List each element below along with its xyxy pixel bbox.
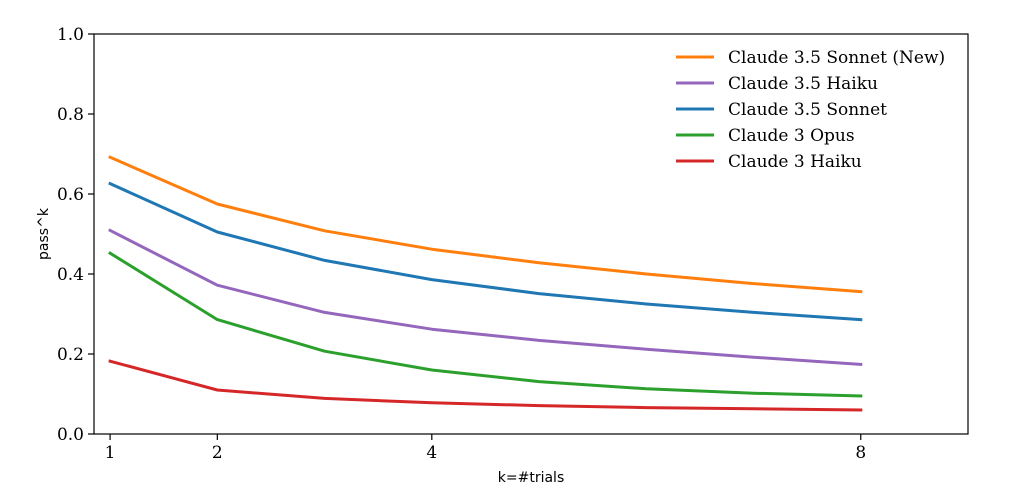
legend-label-3: Claude 3 Opus (728, 126, 855, 146)
x-axis-ticks: 1 2 4 8 (105, 434, 866, 463)
x-tick-label: 4 (426, 443, 437, 463)
legend-label-0: Claude 3.5 Sonnet (New) (728, 48, 945, 68)
y-tick-label: 0.0 (57, 425, 84, 445)
series-line-3 (108, 251, 863, 398)
y-tick-label: 1.0 (57, 25, 84, 45)
legend: Claude 3.5 Sonnet (New) Claude 3.5 Haiku C… (676, 48, 945, 172)
plot-frame (93, 33, 969, 435)
x-axis-label: k=#trials (498, 470, 564, 486)
series-line-1 (108, 228, 863, 366)
y-tick-label: 0.2 (57, 345, 84, 365)
legend-label-4: Claude 3 Haiku (728, 152, 862, 172)
legend-label-2: Claude 3.5 Sonnet (728, 100, 887, 120)
series-line-4 (108, 359, 863, 412)
y-axis-label: pass^k (36, 207, 52, 260)
y-tick-label: 0.6 (57, 185, 84, 205)
x-tick-label: 8 (855, 443, 866, 463)
legend-label-1: Claude 3.5 Haiku (728, 74, 878, 94)
y-tick-label: 0.4 (57, 265, 84, 285)
series-line-2 (108, 181, 863, 322)
x-tick-label: 1 (105, 443, 116, 463)
y-tick-label: 0.8 (57, 105, 84, 125)
y-axis-ticks: 0.0 0.2 0.4 0.6 0.8 1.0 (57, 25, 94, 445)
series-line-0 (108, 155, 863, 294)
series-layer (108, 155, 863, 412)
x-tick-label: 2 (212, 443, 223, 463)
